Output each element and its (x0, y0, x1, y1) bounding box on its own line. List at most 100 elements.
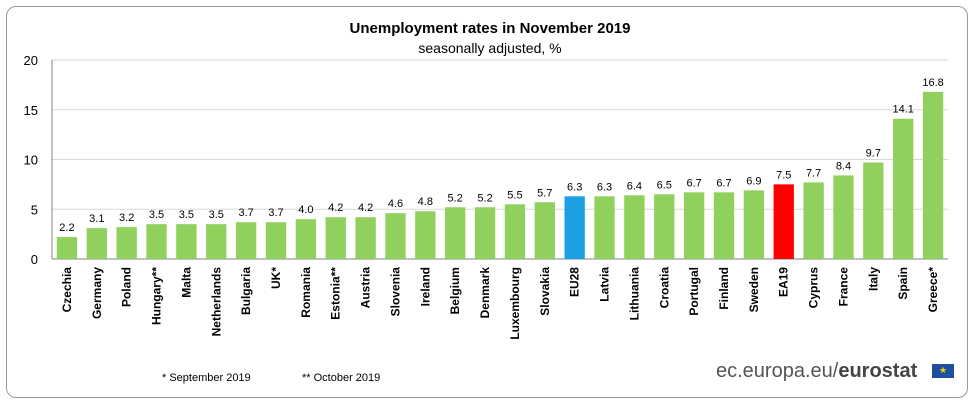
x-tick-label: Cyprus (807, 267, 821, 309)
x-tick-label: Romania (299, 267, 313, 318)
bar (56, 237, 78, 259)
data-label: 6.3 (597, 181, 612, 193)
x-tick-label: France (836, 267, 850, 307)
data-label: 5.7 (537, 187, 552, 199)
y-tick-label: 0 (31, 252, 38, 267)
bar (235, 222, 257, 259)
data-label: 6.4 (627, 180, 642, 192)
y-tick-label: 5 (31, 202, 38, 217)
data-label: 8.4 (836, 160, 851, 172)
footnote-october: ** October 2019 (302, 372, 381, 384)
x-tick-label: Luxembourg (508, 267, 522, 340)
x-tick-label: Spain (896, 267, 910, 300)
data-label: 3.5 (209, 209, 224, 221)
bar (295, 219, 317, 259)
data-label: 3.7 (238, 207, 253, 219)
data-label: 4.0 (298, 204, 313, 216)
bar (773, 184, 794, 259)
x-tick-label: Belgium (448, 267, 462, 314)
x-tick-label: Germany (90, 267, 104, 319)
bar (385, 213, 406, 259)
data-label: 3.2 (119, 212, 134, 224)
bar (206, 224, 227, 259)
data-label: 3.5 (179, 209, 194, 221)
data-label: 6.5 (657, 179, 672, 191)
bar (355, 217, 376, 259)
data-label: 14.1 (892, 104, 913, 116)
data-label: 3.7 (268, 207, 283, 219)
bar (713, 192, 735, 259)
bar (624, 195, 645, 259)
data-label: 7.7 (806, 167, 821, 179)
y-tick-label: 15 (24, 103, 38, 118)
eu-flag-icon: ★ (932, 364, 954, 378)
bar (325, 217, 346, 259)
bar (683, 192, 705, 259)
x-tick-label: Austria (359, 267, 373, 309)
bar (415, 211, 436, 259)
data-label: 5.5 (507, 189, 522, 201)
data-label: 4.2 (328, 202, 343, 214)
data-label: 4.2 (358, 202, 373, 214)
data-label: 6.9 (746, 175, 761, 187)
x-tick-label: Estonia** (329, 267, 343, 320)
data-label: 16.8 (922, 77, 943, 89)
x-tick-label: UK* (269, 267, 283, 289)
bar (474, 207, 496, 259)
bar (594, 196, 615, 259)
x-tick-label: Bulgaria (239, 267, 253, 315)
bar (922, 91, 944, 259)
x-tick-label: Sweden (747, 267, 761, 312)
x-tick-label: Ireland (418, 267, 432, 306)
x-tick-label: Malta (179, 267, 193, 298)
data-label: 4.8 (418, 196, 433, 208)
x-tick-label: Denmark (478, 267, 492, 319)
x-tick-label: EA19 (777, 267, 791, 297)
x-tick-label: Italy (866, 267, 880, 291)
data-label: 3.1 (89, 213, 104, 225)
x-tick-label: Czechia (60, 267, 74, 313)
x-tick-label: Netherlands (209, 267, 223, 337)
data-label: 6.7 (716, 177, 731, 189)
x-tick-label: Croatia (657, 267, 671, 309)
x-tick-label: Lithuania (627, 267, 641, 321)
data-label: 5.2 (477, 192, 492, 204)
x-tick-label: Finland (717, 267, 731, 310)
x-tick-label: EU28 (568, 267, 582, 297)
y-tick-label: 10 (24, 153, 38, 168)
bar (116, 227, 137, 259)
y-tick-label: 20 (24, 53, 38, 68)
bar (445, 207, 466, 259)
bar (833, 175, 854, 259)
eurostat-brand: ec.europa.eu/eurostat (716, 360, 917, 383)
x-tick-label: Hungary** (150, 267, 164, 325)
bar (176, 224, 197, 259)
bar (743, 190, 765, 259)
bar (146, 224, 167, 259)
footnote-september: * September 2019 (162, 372, 251, 384)
data-label: 2.2 (59, 222, 74, 234)
bar (863, 162, 884, 259)
data-label: 7.5 (776, 169, 791, 181)
chart-subtitle: seasonally adjusted, % (418, 40, 562, 56)
bar (86, 228, 107, 259)
x-tick-label: Slovenia (388, 267, 402, 317)
chart-title: Unemployment rates in November 2019 (349, 20, 631, 37)
bar (265, 222, 287, 259)
data-label: 3.5 (149, 209, 164, 221)
x-tick-label: Poland (120, 267, 134, 307)
data-label: 6.3 (567, 181, 582, 193)
x-tick-label: Slovakia (538, 267, 552, 316)
x-tick-label: Portugal (687, 267, 701, 316)
x-tick-label: Latvia (598, 267, 612, 302)
data-label: 9.7 (866, 147, 881, 159)
data-label: 5.2 (448, 192, 463, 204)
bar (654, 194, 675, 259)
brand-site: ec.europa.eu/ (716, 360, 839, 382)
bar (534, 202, 555, 259)
data-label: 4.6 (388, 198, 403, 210)
bar (893, 118, 914, 259)
brand-name: eurostat (838, 360, 918, 382)
bar (504, 204, 526, 259)
